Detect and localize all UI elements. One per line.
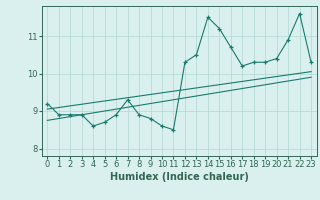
X-axis label: Humidex (Indice chaleur): Humidex (Indice chaleur) — [110, 172, 249, 182]
